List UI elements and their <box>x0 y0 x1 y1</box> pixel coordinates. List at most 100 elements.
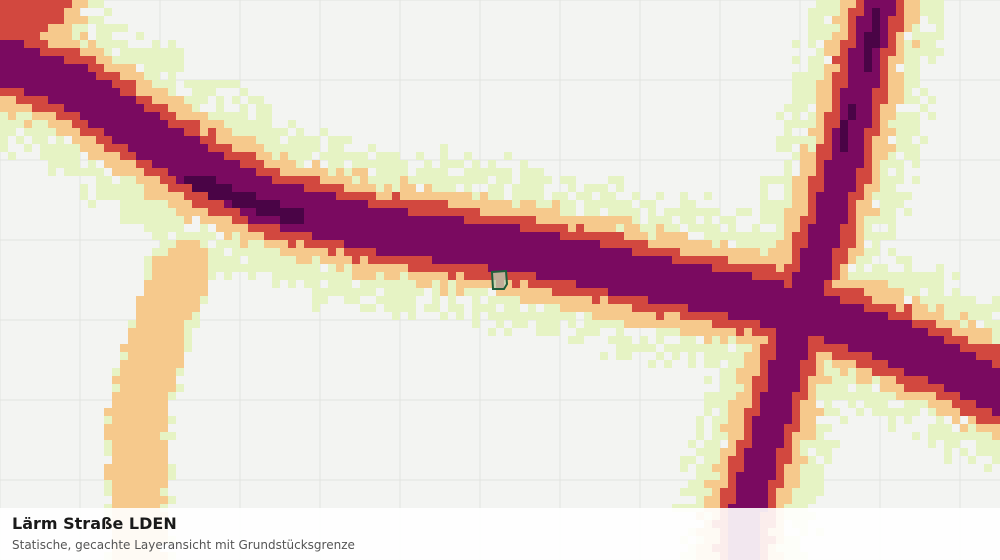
noise-cell <box>800 384 808 392</box>
noise-cell <box>8 16 16 24</box>
noise-cell <box>184 240 192 248</box>
noise-cell <box>800 88 808 96</box>
noise-cell <box>368 264 376 272</box>
noise-cell <box>80 104 88 112</box>
noise-cell <box>136 312 144 320</box>
noise-cell <box>8 72 16 80</box>
noise-cell <box>112 416 120 424</box>
noise-cell <box>120 384 128 392</box>
noise-cell <box>248 240 256 248</box>
noise-cell <box>864 48 872 56</box>
noise-cell <box>752 368 760 376</box>
noise-cell <box>968 328 976 336</box>
noise-cell <box>344 136 352 144</box>
noise-cell <box>704 456 712 464</box>
noise-cell <box>664 304 672 312</box>
noise-cell <box>416 200 424 208</box>
noise-cell <box>392 272 400 280</box>
noise-cell <box>712 336 720 344</box>
noise-cell <box>752 320 760 328</box>
noise-cell <box>864 200 872 208</box>
noise-cell <box>888 88 896 96</box>
noise-cell <box>712 488 720 496</box>
noise-cell <box>704 480 712 488</box>
noise-cell <box>864 136 872 144</box>
noise-cell <box>856 264 864 272</box>
noise-cell <box>128 400 136 408</box>
noise-cell <box>840 256 848 264</box>
noise-cell <box>40 144 48 152</box>
noise-cell <box>144 272 152 280</box>
noise-cell <box>128 360 136 368</box>
noise-cell <box>104 160 112 168</box>
noise-cell <box>960 352 968 360</box>
noise-cell <box>992 400 1000 408</box>
noise-cell <box>912 8 920 16</box>
noise-cell <box>704 296 712 304</box>
noise-cell <box>496 264 504 272</box>
noise-cell <box>848 248 856 256</box>
noise-cell <box>816 368 824 376</box>
noise-cell <box>712 304 720 312</box>
noise-cell <box>624 304 632 312</box>
noise-cell <box>840 48 848 56</box>
noise-cell <box>24 80 32 88</box>
noise-cell <box>760 200 768 208</box>
noise-cell <box>600 264 608 272</box>
noise-cell <box>272 240 280 248</box>
noise-cell <box>936 304 944 312</box>
noise-cell <box>848 240 856 248</box>
noise-cell <box>848 184 856 192</box>
noise-cell <box>792 224 800 232</box>
noise-cell <box>840 328 848 336</box>
noise-cell <box>280 128 288 136</box>
noise-cell <box>248 248 256 256</box>
noise-cell <box>752 352 760 360</box>
noise-cell <box>304 264 312 272</box>
noise-cell <box>864 216 872 224</box>
noise-cell <box>248 168 256 176</box>
noise-cell <box>472 232 480 240</box>
noise-cell <box>432 224 440 232</box>
noise-cell <box>640 224 648 232</box>
noise-cell <box>784 192 792 200</box>
parcel-boundary[interactable] <box>490 269 509 290</box>
noise-cell <box>16 32 24 40</box>
noise-cell <box>904 408 912 416</box>
noise-cell <box>0 88 8 96</box>
noise-cell <box>688 336 696 344</box>
noise-cell <box>776 208 784 216</box>
noise-cell <box>352 296 360 304</box>
noise-cell <box>872 336 880 344</box>
noise-cell <box>200 296 208 304</box>
noise-cell <box>800 360 808 368</box>
noise-cell <box>8 104 16 112</box>
noise-cell <box>720 248 728 256</box>
noise-cell <box>848 144 856 152</box>
noise-cell <box>104 104 112 112</box>
noise-cell <box>104 56 112 64</box>
noise-cell <box>176 384 184 392</box>
noise-cell <box>192 248 200 256</box>
noise-cell <box>864 104 872 112</box>
noise-cell <box>864 344 872 352</box>
noise-cell <box>80 144 88 152</box>
noise-cell <box>696 224 704 232</box>
noise-cell <box>848 160 856 168</box>
noise-cell <box>912 176 920 184</box>
noise-cell <box>840 264 848 272</box>
parcel-outline[interactable] <box>490 269 509 290</box>
noise-cell <box>400 192 408 200</box>
noise-cell <box>312 256 320 264</box>
noise-cell <box>208 272 216 280</box>
noise-cell <box>800 192 808 200</box>
noise-cell <box>520 168 528 176</box>
noise-cell <box>280 264 288 272</box>
noise-cell <box>504 176 512 184</box>
noise-cell <box>696 256 704 264</box>
noise-cell <box>920 40 928 48</box>
noise-cell <box>136 448 144 456</box>
noise-cell <box>680 344 688 352</box>
noise-cell <box>768 312 776 320</box>
